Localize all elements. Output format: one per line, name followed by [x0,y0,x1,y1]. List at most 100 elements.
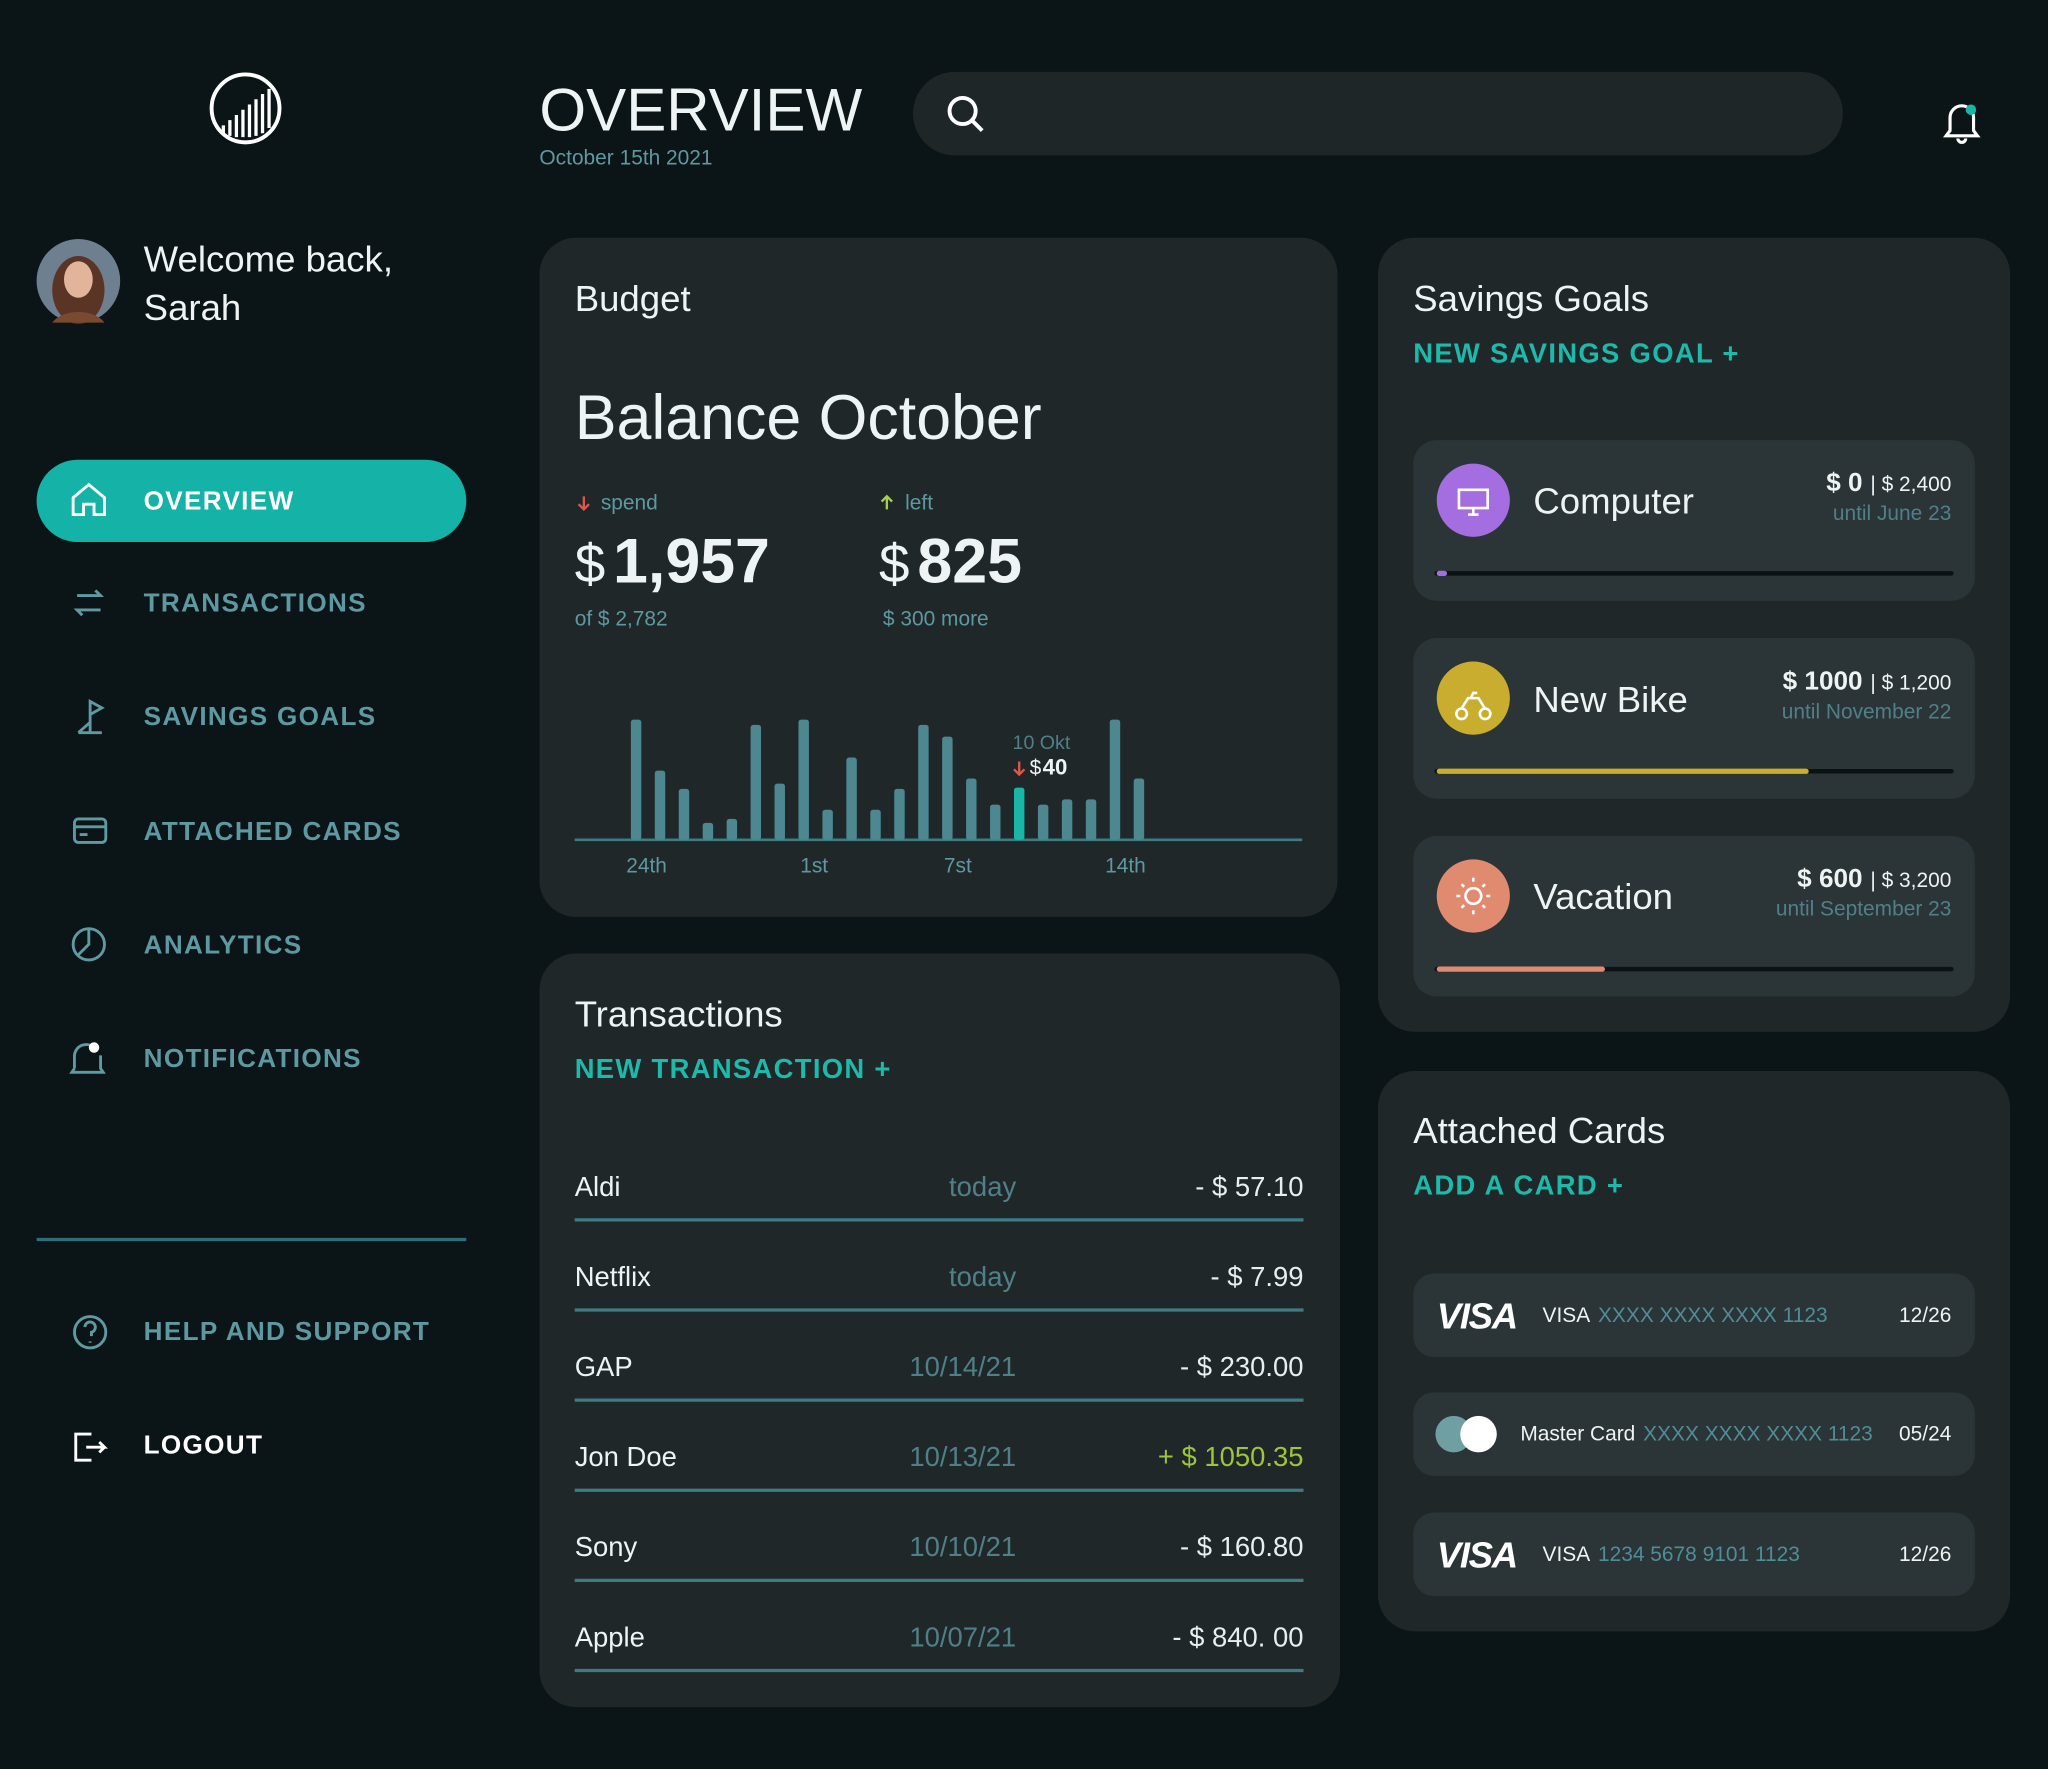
nav-item-text[interactable]: SAVINGS GOALS [143,702,377,732]
x-tick-label-text: 7st [943,855,972,878]
transaction-name-text: Apple [574,1622,645,1653]
bar [1037,804,1049,840]
logo [209,72,282,145]
transaction-name: Aldi [575,1174,621,1201]
goal-until-text: until June 23 [1832,502,1952,526]
budget-amount-text: 825 [917,527,1022,597]
card-row[interactable] [1413,1512,1975,1597]
goal-name-text: New Bike [1533,678,1688,720]
goal-amount: $ 1000 | $ 1,200 [1783,668,1952,694]
nav-active[interactable] [36,459,467,543]
budget-note-text: $ 300 more [882,608,989,631]
add-card[interactable]: ADD A CARD + [1413,1172,1624,1199]
bar [990,804,1001,840]
nav-icons [69,482,108,1462]
transaction-name-text: GAP [574,1352,633,1383]
budget-note: of $ 2,782 [575,609,668,631]
page-title-text: OVERVIEW [539,75,863,144]
add-card-text[interactable]: ADD A CARD + [1413,1170,1625,1201]
transaction-date-text: 10/07/21 [909,1622,1017,1653]
nav-item-text[interactable]: OVERVIEW [143,487,295,516]
card-title-text: Budget [574,278,691,319]
transaction-date-text: today [949,1262,1017,1293]
card-number-text: XXXX XXXX XXXX 1123 [1597,1304,1828,1328]
help-link[interactable]: HELP AND SUPPORT [144,1319,431,1345]
budget-label-text: spend [600,492,658,515]
page-date-text: October 15th 2021 [539,147,713,170]
nav-item-text[interactable]: TRANSACTIONS [143,589,367,618]
card-expiry: 12/26 [1899,1305,1951,1327]
budget-card [539,237,1338,917]
user-name-text: Sarah [143,287,242,328]
transaction-name: Apple [575,1624,645,1651]
bar [1109,719,1121,840]
card-number-text: Master Card [1520,1423,1636,1446]
transaction-amount: - $ 160.80 [1180,1534,1304,1561]
goal-icon [1456,877,1491,915]
transaction-amount-text: - $ 57.10 [1195,1172,1304,1203]
card-shapes [1413,1273,1975,1597]
avatar [36,239,121,324]
mc-circle [1460,1415,1497,1453]
help-link-text[interactable]: HELP AND SUPPORT [143,1317,431,1347]
bar [678,788,690,840]
x-tick-label: 14th [1105,856,1146,878]
card-number-text: XXXX XXXX XXXX 1123 [1643,1423,1873,1446]
card-title-text: Savings Goals [1413,278,1650,319]
transaction-amount-text: + $ 1050.35 [1157,1442,1304,1473]
bar [798,719,809,840]
card-title: Attached Cards [1413,1110,1666,1151]
bars [630,719,1145,840]
nav-item[interactable]: ATTACHED CARDS [144,819,402,845]
logout-link-text[interactable]: LOGOUT [143,1431,264,1461]
card-row[interactable] [1413,1273,1975,1358]
card-row[interactable] [1413,1392,1975,1476]
search-bar[interactable] [912,71,1843,156]
transaction-name-text: Aldi [574,1172,621,1203]
annotation-value-text: 40 [1042,754,1068,780]
card-number-text: VISA [1542,1304,1591,1328]
budget-label-text: left [905,492,934,515]
card-number-text: VISA [1542,1543,1591,1567]
nav-item-text[interactable]: ATTACHED CARDS [143,817,402,847]
new-transaction-text[interactable]: NEW TRANSACTION + [574,1054,892,1085]
nav-item[interactable]: NOTIFICATIONS [144,1046,362,1072]
new-savings-goal[interactable]: NEW SAVINGS GOAL + [1413,340,1740,367]
goal-until: until November 22 [1782,701,1952,723]
goal-amount-text: | $ 3,200 [1870,869,1952,893]
bell-icon[interactable] [1942,104,1981,144]
nav-item[interactable]: TRANSACTIONS [144,590,367,616]
nav-item[interactable]: SAVINGS GOALS [144,704,377,730]
goal-icon-bg [1436,859,1510,933]
bar [1085,799,1097,840]
transaction-name: Sony [575,1534,638,1561]
bar [1061,799,1073,840]
budget-heading-text: Balance October [574,383,1042,454]
bar [1013,787,1025,840]
new-savings-goal-text[interactable]: NEW SAVINGS GOAL + [1413,338,1740,369]
transaction-name-text: Sony [574,1532,638,1563]
bar [822,809,833,840]
card-logo-text: VISA [1436,1534,1518,1576]
transaction-name-text: Netflix [574,1262,651,1293]
card-title: Savings Goals [1413,278,1650,319]
transaction-date: 10/07/21 [909,1624,1016,1651]
logout-link[interactable]: LOGOUT [144,1433,264,1459]
nav-item[interactable]: OVERVIEW [144,488,295,514]
card-title: Transactions [575,996,783,1034]
card-number: VISA 1234 5678 9101 1123 [1542,1543,1800,1567]
search-icon [947,95,984,132]
transaction-date: today [949,1174,1016,1201]
transaction-name: GAP [575,1354,633,1381]
nav-item[interactable]: ANALYTICS [144,933,303,959]
goal-icon [1455,691,1492,721]
new-transaction[interactable]: NEW TRANSACTION + [575,1056,892,1083]
card-number: Master Card XXXX XXXX XXXX 1123 [1520,1423,1873,1446]
card-expiry-text: 12/26 [1899,1543,1952,1567]
nav-item-text[interactable]: ANALYTICS [143,931,303,960]
card-title-text: Attached Cards [1413,1110,1666,1151]
nav-item-text[interactable]: NOTIFICATIONS [143,1044,362,1074]
bar [1133,778,1145,840]
budget-heading: Balance October [574,383,1042,454]
goal-amount-text: | $ 2,400 [1870,474,1952,497]
